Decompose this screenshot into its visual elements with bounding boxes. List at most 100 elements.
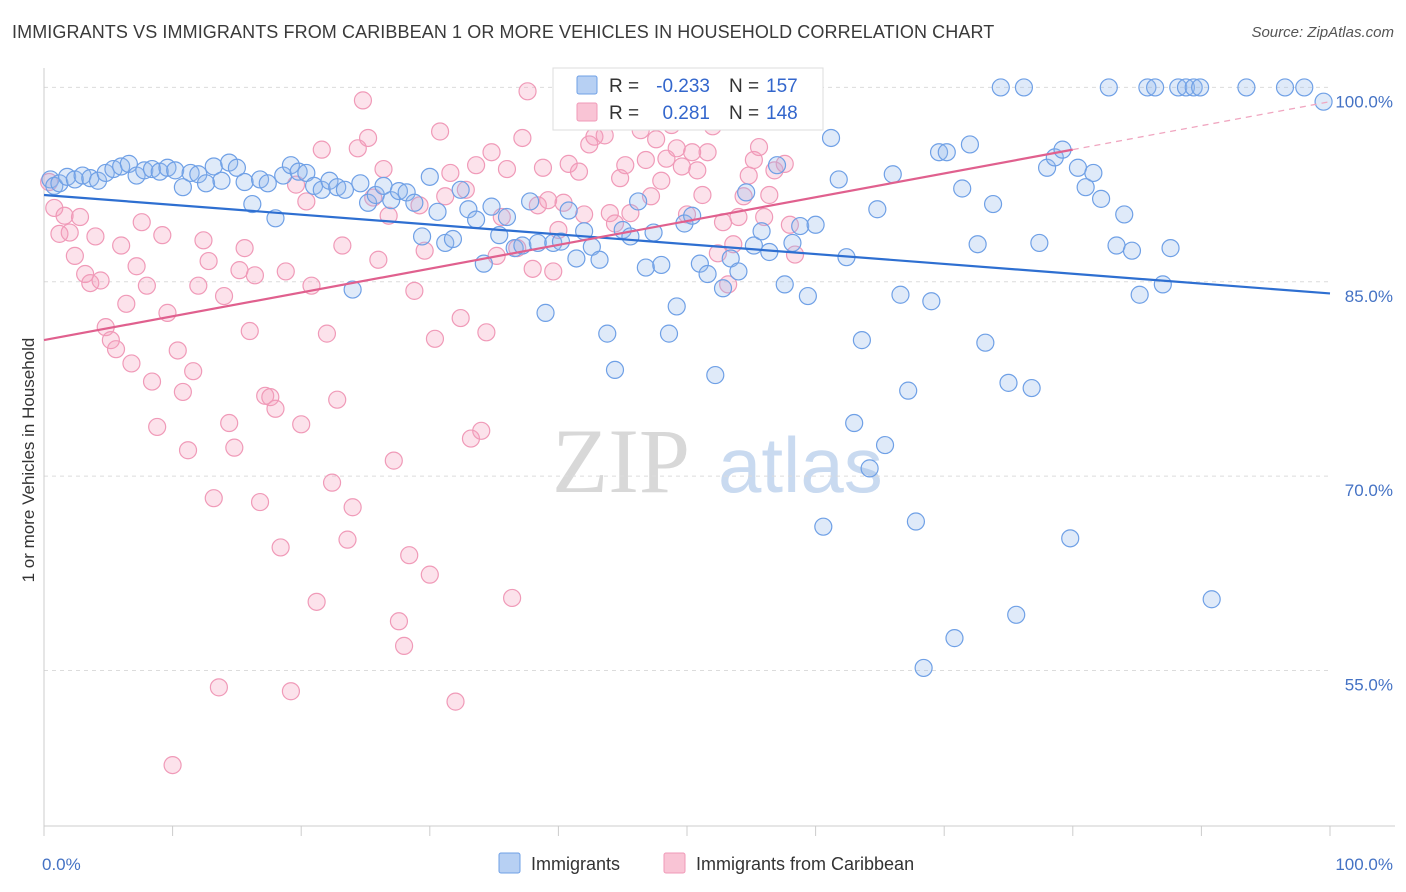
caribbean-point-31 <box>199 251 218 271</box>
caribbean-point-84 <box>472 421 491 440</box>
caribbean-point-78 <box>441 163 460 183</box>
caribbean-point-123 <box>672 157 691 176</box>
immigrants-point-68 <box>559 201 578 220</box>
caribbean-point-34 <box>214 286 234 306</box>
immigrants-point-40 <box>343 280 362 299</box>
immigrants-point-101 <box>814 517 833 536</box>
caribbean-point-10 <box>91 271 110 290</box>
immigrants-point-110 <box>883 165 902 184</box>
caribbean-point-26 <box>173 382 192 402</box>
stats-legend: R = -0.233 N = 157 R = 0.281 N = 148 <box>552 67 824 131</box>
immigrants-point-77 <box>629 192 648 211</box>
trend-lines <box>43 101 1331 342</box>
immigrants-point-46 <box>389 181 409 201</box>
caribbean-point-16 <box>122 354 141 373</box>
immigrants-point-36 <box>312 180 331 199</box>
immigrants-point-96 <box>775 275 794 294</box>
caribbean-point-43 <box>261 388 280 407</box>
immigrants-point-141 <box>1122 241 1142 260</box>
caribbean-point-18 <box>132 213 151 232</box>
caribbean-point-52 <box>307 592 326 611</box>
caribbean-point-40 <box>245 266 265 285</box>
immigrants-point-26 <box>235 172 254 192</box>
caribbean-point-139 <box>755 207 774 227</box>
y-tick-label-2: 70.0% <box>1345 481 1393 500</box>
y-tick-label-1: 85.0% <box>1345 287 1393 306</box>
caribbean-point-8 <box>81 273 100 293</box>
immigrants-point-51 <box>428 202 447 221</box>
immigrants-point-109 <box>875 435 895 455</box>
source-label: Source: ZipAtlas.com <box>1251 24 1394 41</box>
immigrants-point-138 <box>1099 78 1118 97</box>
immigrants-point-81 <box>659 324 679 343</box>
caribbean-point-71 <box>405 281 424 300</box>
y-tick-label-3: 55.0% <box>1345 676 1393 695</box>
caribbean-point-140 <box>760 185 779 205</box>
y-tick-label-0: 100.0% <box>1335 92 1393 111</box>
immigrants-point-149 <box>1184 78 1203 97</box>
caribbean-point-45 <box>271 538 290 557</box>
caribbean-point-138 <box>749 137 769 157</box>
immigrants-point-146 <box>1161 239 1180 258</box>
caribbean-point-93 <box>518 82 537 101</box>
caribbean-point-6 <box>70 207 90 227</box>
caribbean-point-143 <box>775 154 794 173</box>
immigrants-point-144 <box>1146 78 1165 97</box>
caribbean-point-12 <box>101 331 120 350</box>
immigrants-point-133 <box>1061 529 1080 548</box>
immigrants-point-128 <box>1022 378 1041 398</box>
caribbean-point-81 <box>456 180 475 199</box>
caribbean-point-58 <box>338 530 357 549</box>
caribbean-point-54 <box>317 324 337 343</box>
caribbean-point-5 <box>65 246 84 265</box>
stats-n-value-2: 148 <box>766 103 798 124</box>
watermark-zip: ZIP <box>552 410 690 512</box>
immigrants-point-53 <box>443 229 463 249</box>
immigrants-point-56 <box>466 210 486 229</box>
caribbean-point-80 <box>451 308 470 328</box>
caribbean-point-68 <box>389 612 409 631</box>
caribbean-point-57 <box>333 236 352 255</box>
caribbean-point-28 <box>184 362 203 381</box>
series-immigrants-points <box>41 78 1333 678</box>
immigrants-point-100 <box>806 215 825 234</box>
caribbean-point-25 <box>168 341 187 360</box>
caribbean-point-89 <box>497 159 517 179</box>
immigrants-point-39 <box>335 180 355 199</box>
caribbean-point-86 <box>482 143 501 162</box>
immigrants-point-108 <box>868 200 887 219</box>
caribbean-point-83 <box>466 156 486 175</box>
immigrants-point-154 <box>1295 78 1314 97</box>
immigrants-point-102 <box>821 128 841 148</box>
immigrants-point-119 <box>953 179 972 198</box>
watermark-atlas: atlas <box>718 421 883 509</box>
caribbean-point-127 <box>693 185 712 205</box>
immigrants-point-151 <box>1202 590 1221 609</box>
caribbean-point-94 <box>523 259 542 278</box>
immigrants-point-148 <box>1176 78 1196 97</box>
immigrants-point-134 <box>1068 158 1088 177</box>
caribbean-point-69 <box>394 636 414 655</box>
chart-title: IMMIGRANTS VS IMMIGRANTS FROM CARIBBEAN … <box>12 22 995 42</box>
caribbean-point-104 <box>575 205 594 224</box>
immigrants-point-13 <box>135 161 154 180</box>
caribbean-point-128 <box>698 143 717 162</box>
caribbean-point-53 <box>312 140 331 159</box>
caribbean-point-19 <box>137 276 156 295</box>
caribbean-point-17 <box>127 257 146 276</box>
immigrants-point-49 <box>412 227 432 246</box>
stats-n-label-2: N = <box>729 103 759 124</box>
caribbean-point-72 <box>410 196 429 215</box>
stats-r-value-2: 0.281 <box>662 103 710 124</box>
caribbean-point-30 <box>194 231 213 250</box>
caribbean-point-46 <box>276 262 295 281</box>
caribbean-point-119 <box>652 171 671 190</box>
caribbean-point-56 <box>328 390 347 409</box>
immigrants-point-27 <box>243 194 262 214</box>
caribbean-point-29 <box>189 276 208 295</box>
legend-swatch-immigrants <box>498 852 521 874</box>
immigrants-point-99 <box>798 286 817 306</box>
caribbean-point-76 <box>430 122 450 141</box>
caribbean-point-96 <box>533 158 553 177</box>
caribbean-point-32 <box>204 489 223 508</box>
